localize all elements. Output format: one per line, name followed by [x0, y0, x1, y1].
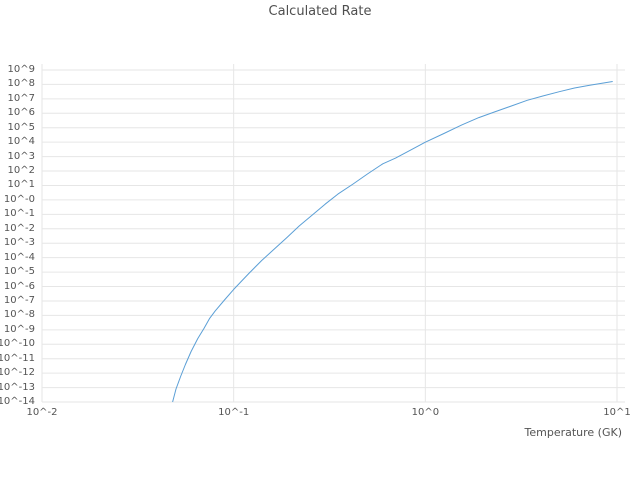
x-tick-label: 10^-2 — [26, 407, 58, 418]
x-tick-label: 10^1 — [603, 407, 631, 418]
y-tick-label: 10^-7 — [3, 294, 35, 306]
chart-title: Calculated Rate — [268, 4, 372, 19]
x-tick-label: 10^0 — [411, 407, 440, 418]
y-tick-label: 10^2 — [7, 165, 35, 177]
y-tick-label: 10^-4 — [3, 251, 35, 263]
y-tick-label: 10^-13 — [0, 381, 35, 393]
y-tick-label: 10^-8 — [3, 309, 35, 321]
y-tick-label: 10^-11 — [0, 352, 35, 364]
y-tick-label: 10^-9 — [3, 323, 35, 335]
y-tick-label: 10^6 — [7, 107, 35, 119]
y-tick-label: 10^5 — [7, 121, 35, 133]
y-tick-label: 10^-12 — [0, 367, 35, 379]
calculated-rate-curve — [172, 81, 613, 403]
y-tick-label: 10^-6 — [3, 280, 35, 292]
y-tick-label: 10^-2 — [3, 222, 35, 234]
y-tick-label: 10^-3 — [3, 237, 35, 249]
y-tick-label: 10^8 — [7, 78, 35, 90]
y-tick-label: 10^-10 — [0, 338, 35, 350]
y-tick-label: 10^7 — [7, 92, 35, 104]
y-tick-label: 10^-5 — [3, 266, 35, 278]
y-tick-label: 10^9 — [7, 64, 35, 75]
x-axis-title: Temperature (GK) — [524, 426, 623, 439]
y-tick-label: 10^3 — [7, 150, 35, 162]
y-tick-label: 10^-0 — [3, 193, 35, 205]
y-tick-label: 10^4 — [7, 136, 35, 148]
y-tick-label: 10^1 — [7, 179, 35, 191]
y-tick-label: 10^-14 — [0, 396, 35, 407]
y-tick-label: 10^-1 — [3, 208, 35, 220]
x-tick-label: 10^-1 — [218, 407, 250, 418]
